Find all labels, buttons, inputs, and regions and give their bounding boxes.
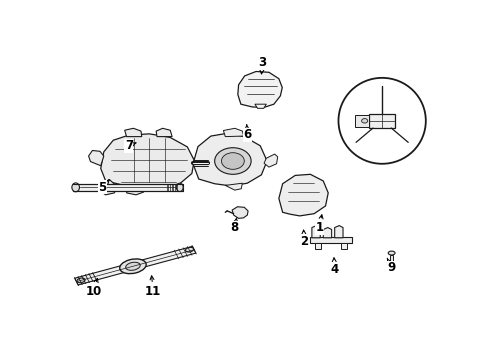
Polygon shape: [315, 243, 320, 249]
Polygon shape: [126, 186, 144, 195]
Polygon shape: [232, 207, 248, 219]
Text: 3: 3: [258, 56, 267, 74]
Polygon shape: [124, 128, 142, 136]
Ellipse shape: [186, 247, 194, 252]
Ellipse shape: [125, 262, 140, 270]
Bar: [369, 114, 395, 128]
Polygon shape: [341, 243, 347, 249]
Text: 9: 9: [387, 258, 396, 274]
Bar: [355, 114, 369, 127]
Polygon shape: [255, 104, 267, 108]
Ellipse shape: [176, 183, 183, 192]
Text: 2: 2: [300, 230, 308, 248]
Polygon shape: [73, 184, 183, 191]
Polygon shape: [238, 72, 282, 108]
Polygon shape: [223, 128, 244, 136]
Text: 11: 11: [145, 276, 161, 298]
Polygon shape: [264, 154, 278, 167]
Text: 4: 4: [331, 258, 339, 276]
Circle shape: [215, 148, 251, 174]
Polygon shape: [193, 133, 267, 186]
Polygon shape: [323, 228, 332, 238]
Polygon shape: [101, 134, 194, 188]
Ellipse shape: [77, 278, 85, 283]
Polygon shape: [390, 255, 393, 262]
Polygon shape: [89, 150, 104, 166]
Text: 6: 6: [243, 125, 251, 141]
Ellipse shape: [72, 183, 79, 192]
Polygon shape: [312, 226, 320, 238]
Ellipse shape: [120, 259, 146, 274]
Polygon shape: [279, 174, 328, 216]
Text: 1: 1: [316, 215, 323, 234]
Text: 5: 5: [98, 180, 109, 194]
Polygon shape: [310, 237, 352, 243]
Polygon shape: [99, 180, 117, 195]
Polygon shape: [177, 153, 193, 165]
Polygon shape: [156, 128, 172, 136]
Polygon shape: [335, 226, 343, 238]
Polygon shape: [225, 183, 243, 190]
Circle shape: [221, 153, 245, 169]
Text: 10: 10: [85, 278, 101, 298]
Circle shape: [362, 118, 368, 123]
Ellipse shape: [388, 251, 395, 255]
Text: 7: 7: [125, 139, 136, 152]
Polygon shape: [74, 246, 196, 285]
Text: 8: 8: [231, 218, 239, 234]
